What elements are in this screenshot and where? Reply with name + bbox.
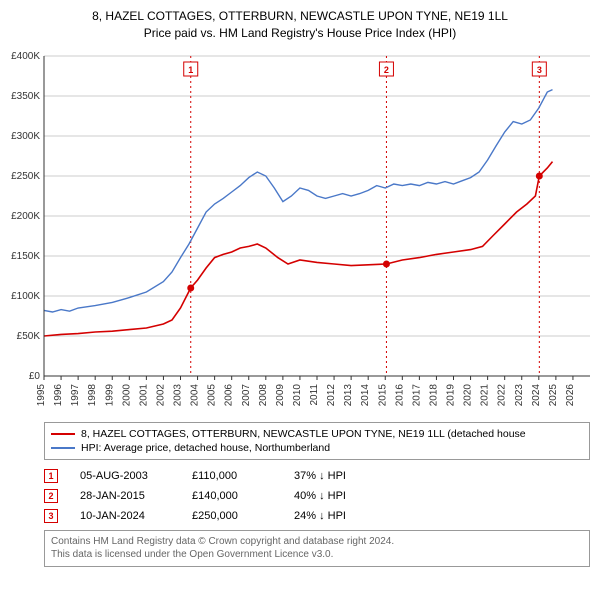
x-tick-label: 2005 (207, 383, 218, 406)
x-tick-label: 2008 (258, 383, 269, 406)
x-tick-label: 2014 (360, 383, 371, 406)
title-block: 8, HAZEL COTTAGES, OTTERBURN, NEWCASTLE … (0, 0, 600, 46)
x-tick-label: 2025 (548, 383, 559, 406)
x-tick-label: 2009 (275, 383, 286, 406)
attribution-line-2: This data is licensed under the Open Gov… (51, 548, 583, 562)
legend-item: HPI: Average price, detached house, Nort… (51, 441, 583, 455)
transaction-price: £110,000 (192, 470, 272, 482)
x-tick-label: 2013 (343, 383, 354, 406)
y-tick-label: £100K (11, 291, 40, 302)
transaction-diff: 37% ↓ HPI (294, 470, 384, 482)
y-tick-label: £250K (11, 171, 40, 182)
x-tick-label: 1997 (70, 383, 81, 406)
transaction-row-badge: 2 (44, 489, 58, 503)
legend-item: 8, HAZEL COTTAGES, OTTERBURN, NEWCASTLE … (51, 427, 583, 441)
x-tick-label: 2015 (377, 383, 388, 406)
transaction-date: 05-AUG-2003 (80, 470, 170, 482)
transaction-marker (536, 172, 543, 179)
x-tick-label: 2006 (224, 383, 235, 406)
price-chart: £0 £50K £100K £150K £200K £250K £300K £350K £400… (0, 46, 600, 416)
legend-swatch (51, 447, 75, 449)
x-tick-label: 2002 (155, 383, 166, 406)
transaction-date: 10-JAN-2024 (80, 510, 170, 522)
chart-area: £0 £50K £100K £150K £200K £250K £300K £350K £400… (0, 46, 600, 416)
x-tick-label: 2020 (463, 383, 474, 406)
x-tick-label: 2023 (514, 383, 525, 406)
y-tick-label: £50K (17, 331, 41, 342)
x-tick-label: 2003 (173, 383, 184, 406)
x-tick-label: 2011 (309, 383, 320, 405)
x-tick-label: 2022 (497, 383, 508, 406)
attribution-box: Contains HM Land Registry data © Crown c… (44, 530, 590, 567)
x-tick-label: 2004 (190, 383, 201, 406)
x-tick-label: 2012 (326, 383, 337, 406)
x-tick-label: 2019 (446, 383, 457, 406)
transaction-row-badge: 1 (44, 469, 58, 483)
x-tick-label: 2024 (531, 383, 542, 406)
transaction-marker (187, 284, 194, 291)
title-line-2: Price paid vs. HM Land Registry's House … (10, 25, 590, 42)
attribution-line-1: Contains HM Land Registry data © Crown c… (51, 535, 583, 549)
transaction-diff: 24% ↓ HPI (294, 510, 384, 522)
x-tick-label: 1998 (87, 383, 98, 406)
x-tick-label: 2016 (394, 383, 405, 406)
y-tick-label: £200K (11, 211, 40, 222)
transaction-marker (383, 260, 390, 267)
x-tick-label: 2000 (121, 383, 132, 406)
transaction-row: 1 05-AUG-2003 £110,000 37% ↓ HPI (44, 466, 590, 486)
transaction-row: 3 10-JAN-2024 £250,000 24% ↓ HPI (44, 506, 590, 526)
x-tick-label: 2007 (241, 383, 252, 406)
x-tick-label: 2018 (428, 383, 439, 406)
transaction-price: £250,000 (192, 510, 272, 522)
legend: 8, HAZEL COTTAGES, OTTERBURN, NEWCASTLE … (44, 422, 590, 460)
legend-swatch (51, 433, 75, 435)
legend-label: 8, HAZEL COTTAGES, OTTERBURN, NEWCASTLE … (81, 428, 526, 440)
x-tick-label: 2026 (565, 383, 576, 406)
y-tick-label: £300K (11, 131, 40, 142)
legend-label: HPI: Average price, detached house, Nort… (81, 442, 330, 454)
chart-container: 8, HAZEL COTTAGES, OTTERBURN, NEWCASTLE … (0, 0, 600, 567)
x-tick-label: 2001 (138, 383, 149, 406)
transaction-table: 1 05-AUG-2003 £110,000 37% ↓ HPI 2 28-JAN-201… (44, 466, 590, 526)
transaction-row-badge: 3 (44, 509, 58, 523)
y-tick-label: £350K (11, 91, 40, 102)
transaction-badge-number: 3 (537, 65, 542, 75)
transaction-diff: 40% ↓ HPI (294, 490, 384, 502)
transaction-badge-number: 1 (188, 65, 193, 75)
x-tick-label: 2017 (411, 383, 422, 406)
x-tick-label: 2010 (292, 383, 303, 406)
y-tick-label: £150K (11, 251, 40, 262)
x-tick-label: 1999 (104, 383, 115, 406)
y-tick-label: £400K (11, 51, 40, 62)
x-tick-label: 1996 (53, 383, 64, 406)
transaction-row: 2 28-JAN-2015 £140,000 40% ↓ HPI (44, 486, 590, 506)
transaction-date: 28-JAN-2015 (80, 490, 170, 502)
x-tick-label: 2021 (480, 383, 491, 406)
title-line-1: 8, HAZEL COTTAGES, OTTERBURN, NEWCASTLE … (10, 8, 590, 25)
transaction-price: £140,000 (192, 490, 272, 502)
y-tick-label: £0 (29, 371, 41, 382)
x-tick-label: 1995 (36, 383, 47, 406)
transaction-badge-number: 2 (384, 65, 389, 75)
